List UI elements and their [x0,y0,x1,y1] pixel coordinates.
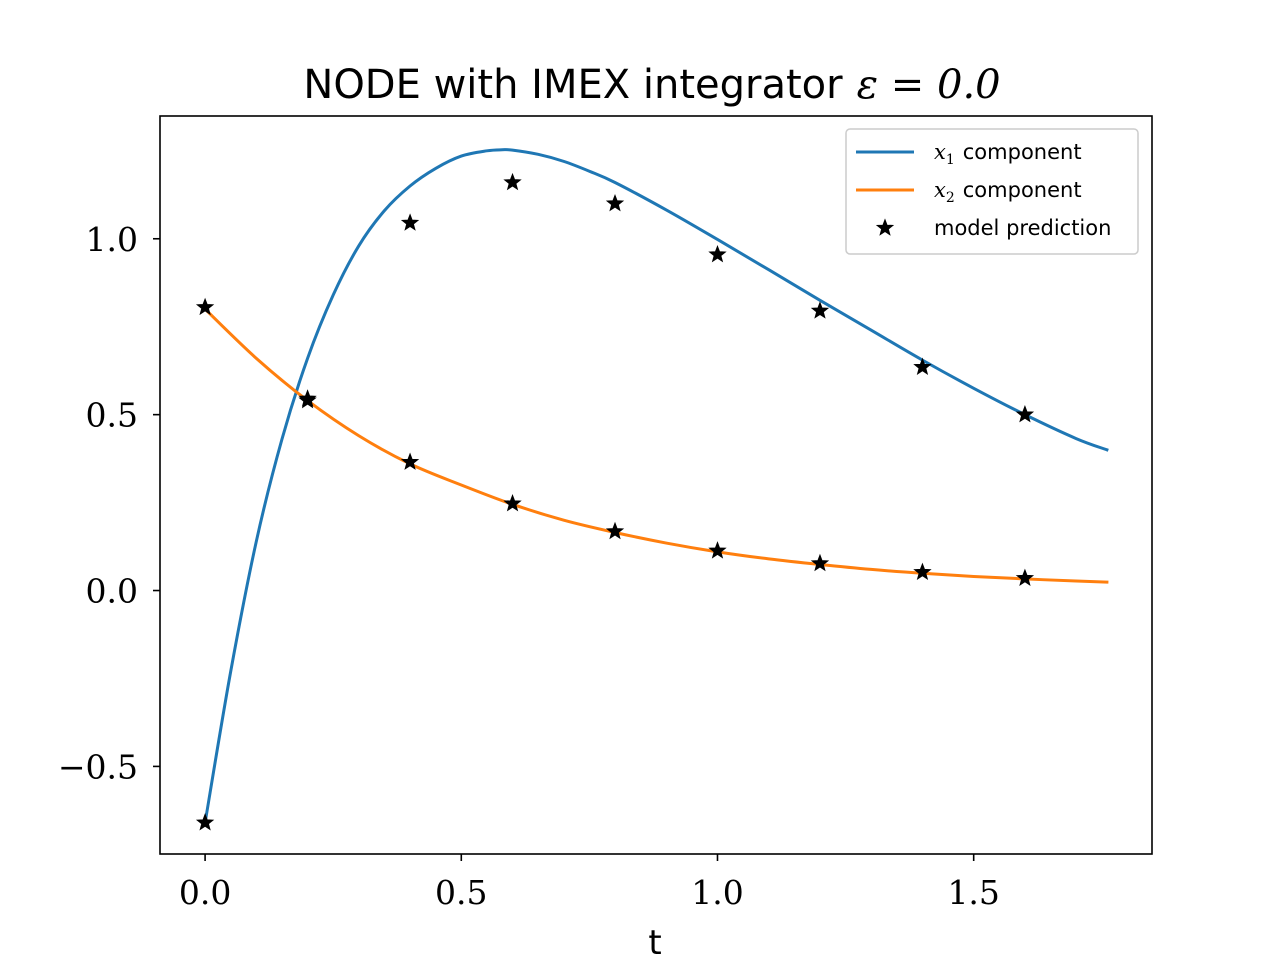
legend-label: x2 component [934,178,1082,206]
y-tick-label: 0.5 [86,396,138,435]
x-axis-label: t [648,923,661,960]
chart-title-math: ε = 0.0 [857,62,1001,108]
axis-ticks: 0.0 0.5 1.0 1.5 −0.5 0.0 0.5 1.0 [58,115,1153,912]
series-line-1 [203,148,1109,825]
legend-label: model prediction [934,216,1111,240]
legend-box [845,128,1139,255]
prediction-marker [503,494,522,512]
prediction-marker [708,541,727,559]
prediction-marker [195,813,215,831]
prediction-marker [298,390,317,409]
chart-title-text: NODE with IMEX integrator [303,62,843,108]
prediction-marker [810,301,830,319]
legend-label-math: x [934,140,946,164]
prediction-marker [708,244,727,263]
y-tick-label: 1.0 [86,220,138,259]
x-tick-label: 0.0 [179,873,231,912]
y-tick-label: −0.5 [58,747,138,786]
prediction-marker [503,172,522,191]
x-tick-label: 0.5 [435,873,487,912]
x-tick-label: 1.0 [691,873,743,912]
legend-label-subscript: 2 [946,190,955,206]
prediction-marker [605,193,625,212]
prediction-marker [195,297,215,316]
legend-star-marker [875,218,895,236]
prediction-marker [1015,405,1035,423]
chart-title: NODE with IMEX integrator ε = 0.0 [303,62,1000,108]
x-tick-label: 1.5 [947,873,999,912]
legend-label-text: model prediction [934,216,1111,240]
prediction-marker [913,357,932,375]
prediction-marker [400,452,420,470]
axes-frame [159,115,1153,855]
legend-label-math: x [934,178,946,202]
prediction-marker [605,521,625,540]
legend-label-text: component [963,140,1082,164]
prediction-marker [810,553,830,572]
legend-label-text: component [963,178,1082,202]
prediction-marker [1015,568,1035,587]
series-line-2 [202,306,1109,584]
prediction-marker [400,213,420,231]
plot-area [195,148,1109,831]
legend-label: x1 component [934,140,1082,168]
prediction-marker [913,562,932,581]
legend-label-subscript: 1 [946,152,955,168]
y-tick-label: 0.0 [86,572,138,611]
